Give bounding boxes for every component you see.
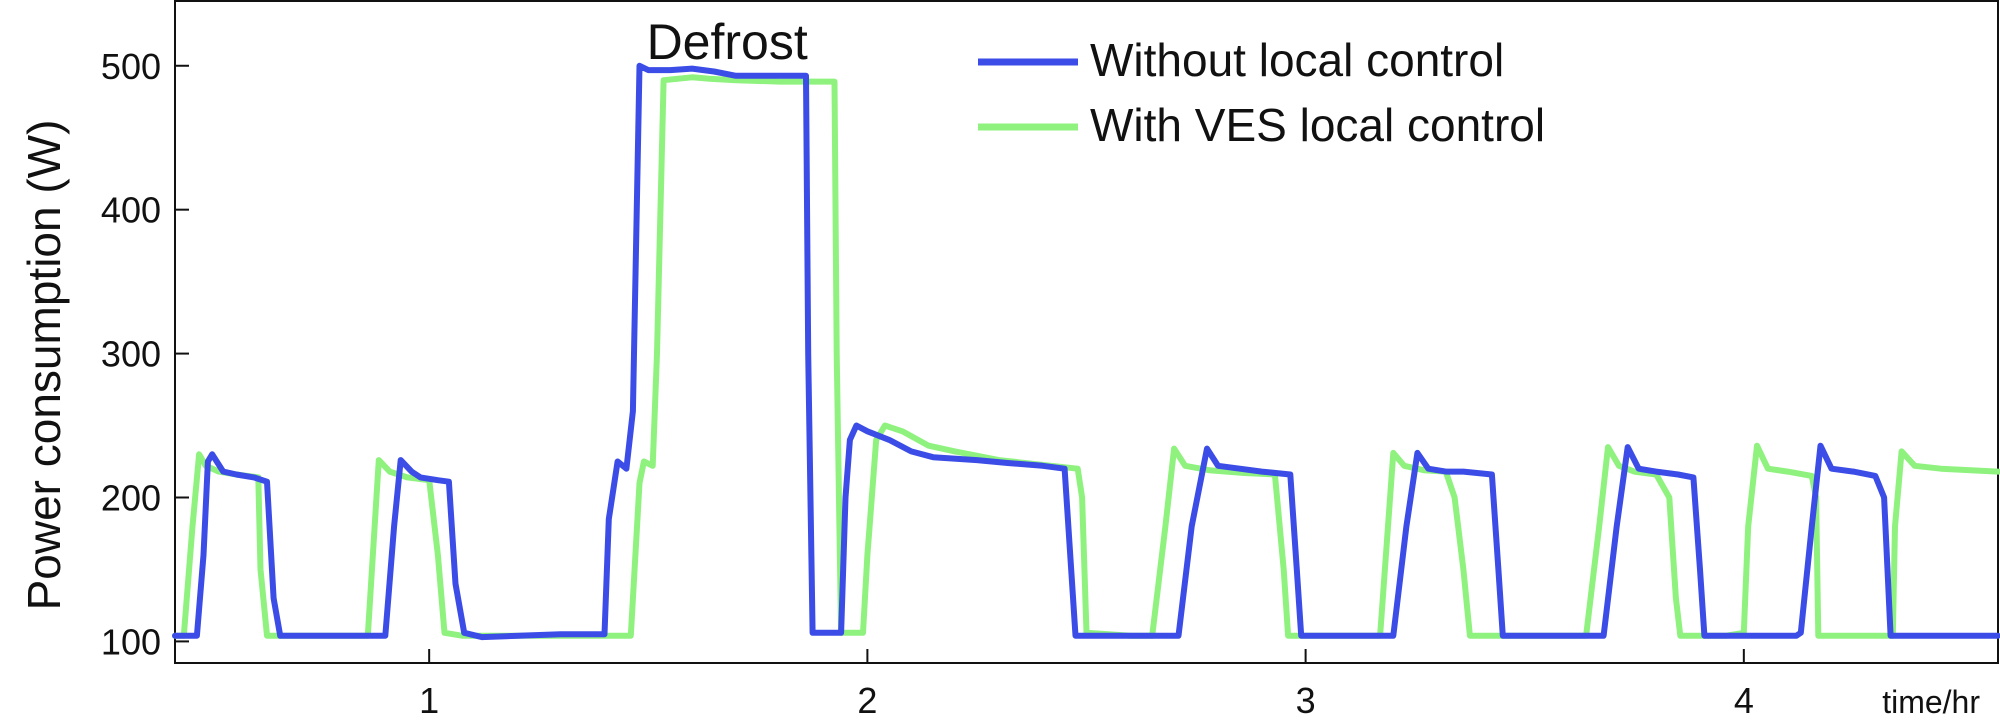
x-axis-ticks: 1 2 3 4	[419, 649, 1754, 721]
y-tick-label: 300	[101, 334, 161, 375]
series-line-without-local-control	[172, 62, 2000, 641]
y-tick-label: 200	[101, 478, 161, 519]
legend-label-without-local-control: Without local control	[1090, 34, 1504, 86]
y-tick-label: 100	[101, 621, 161, 662]
y-tick-label: 400	[101, 190, 161, 231]
defrost-annotation: Defrost	[647, 14, 808, 70]
x-tick-label: 4	[1734, 680, 1754, 721]
y-axis-ticks: 100 200 300 400 500	[101, 46, 189, 662]
y-axis-label: Power consumption (W)	[18, 120, 70, 611]
x-axis-label: time/hr	[1882, 684, 1980, 720]
legend-label-with-ves-local-control: With VES local control	[1090, 99, 1545, 151]
series-layer	[172, 62, 2000, 641]
x-tick-label: 3	[1296, 680, 1316, 721]
series-line-with-ves-local-control	[172, 74, 2000, 639]
x-tick-label: 1	[419, 680, 439, 721]
legend: Without local control With VES local con…	[978, 34, 1545, 151]
plot-frame	[174, 0, 1999, 664]
y-tick-label: 500	[101, 46, 161, 87]
x-tick-label: 2	[857, 680, 877, 721]
